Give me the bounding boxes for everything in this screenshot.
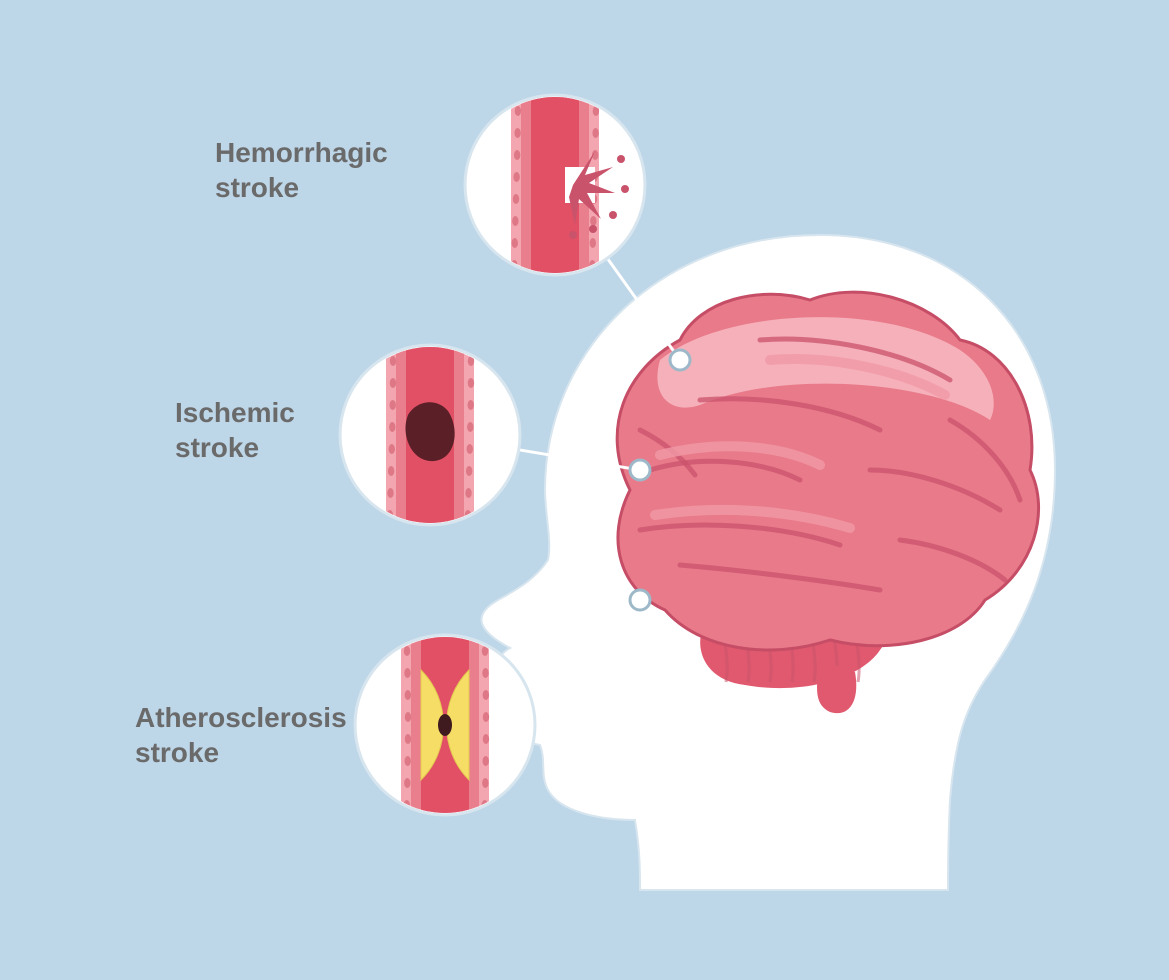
infographic-svg [0,0,1169,980]
callout-hemorrhagic [465,75,645,295]
anchor-ischemic [630,460,650,480]
label-ischemic: Ischemic stroke [175,395,295,465]
anchor-hemorrhagic [670,350,690,370]
label-atherosclerosis: Atherosclerosis stroke [135,700,347,770]
label-hemorrhagic: Hemorrhagic stroke [215,135,388,205]
anchor-atherosclerosis [630,590,650,610]
callout-ischemic [340,325,520,545]
